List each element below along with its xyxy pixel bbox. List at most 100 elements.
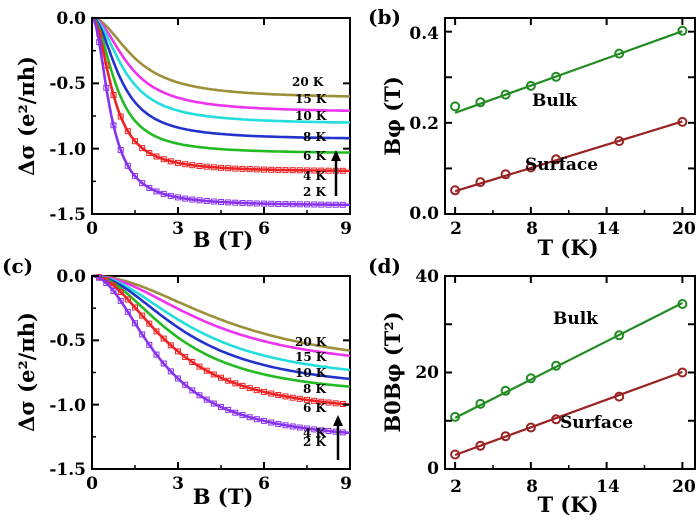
b-plot-point-surface <box>450 185 461 196</box>
c-curves-marker-4-k <box>225 377 232 384</box>
c-curves-marker-4-k <box>261 388 267 395</box>
b-plot-point-bulk <box>614 48 625 59</box>
c-curves-marker-4-k <box>146 320 153 327</box>
c-curves-marker-4-k <box>182 354 189 360</box>
a-curves-marker-4-k <box>296 167 303 174</box>
a-curves-marker-2-k <box>117 147 124 153</box>
panel-a-ylabel: Δσ (e²/πh) <box>14 56 39 176</box>
c-curves-marker-4-k <box>139 312 146 319</box>
a-curves-marker-4-k <box>232 165 239 172</box>
a-curves-marker-2-k <box>296 201 303 208</box>
c-curves-marker-2-k <box>167 368 174 375</box>
a-curves-marker-2-k <box>146 184 153 191</box>
b-plot-point-bulk <box>551 71 562 82</box>
d-plot-point-surface <box>500 431 511 442</box>
panel-b-label: (b) <box>368 5 401 29</box>
a-curves-marker-2-k <box>160 190 167 197</box>
a-curves-marker-2-k <box>239 200 246 206</box>
c-curves-marker-2-k <box>189 387 196 394</box>
c-curves-marker-2-k <box>296 424 303 431</box>
a-curves-marker-2-k <box>110 122 117 129</box>
b-plot-point-surface <box>677 116 688 127</box>
panel-c: (c) 0.0 -0.5 -1.0 -1.5 0 3 6 9 B (T) Δσ … <box>2 254 352 509</box>
a-curves-marker-4-k <box>203 163 210 170</box>
a-curves-marker-2-k <box>124 162 131 169</box>
panel-c-ylabel: Δσ (e²/πh) <box>14 312 39 432</box>
c-curves-marker-4-k <box>282 393 289 400</box>
panel-d-plot <box>450 299 688 460</box>
b-plot-point-bulk <box>450 101 461 112</box>
d-plot-point-surface <box>551 414 562 425</box>
d-plot-point-surface <box>614 391 625 402</box>
panel-a-xtick-0: 0 <box>86 219 98 239</box>
a-curves-marker-4-k <box>167 158 174 165</box>
a-curves-marker-4-k <box>318 167 325 174</box>
panel-a-label-6K: 6 K <box>303 149 327 163</box>
c-curves-line-2-k <box>91 274 351 435</box>
c-curves-marker-2-k <box>318 427 325 434</box>
panel-a-label-4K: 4 K <box>303 169 327 183</box>
c-curves-marker-2-k <box>239 412 246 419</box>
a-curves-marker-4-k <box>339 167 346 174</box>
b-plot-point-bulk <box>500 89 511 100</box>
d-plot-point-bulk <box>551 360 562 371</box>
panel-d: (d) 40 20 0 2 8 14 20 T (K) B0Bφ (T²) Bu… <box>368 254 696 517</box>
c-curves-line-15-k <box>92 274 351 358</box>
panel-b: (b) 0.4 0.2 0.0 2 8 14 20 T (K) Bφ (T) B… <box>368 5 696 260</box>
panel-a: 0.0 -0.5 -1.0 -1.5 0 3 6 9 B (T) Δσ (e²/… <box>14 9 352 252</box>
c-curves-marker-4-k <box>318 398 325 405</box>
c-curves-marker-2-k <box>325 428 332 434</box>
panel-c-curves <box>91 274 351 436</box>
a-curves-line-6-k <box>91 16 350 154</box>
b-plot-point-surface <box>551 154 562 165</box>
c-curves-marker-2-k <box>153 351 160 358</box>
a-curves-marker-2-k <box>282 201 289 208</box>
a-curves-marker-4-k <box>146 150 153 156</box>
panel-a-ytick-3: -1.5 <box>49 205 86 225</box>
a-curves-marker-2-k <box>189 196 196 203</box>
c-curves-marker-4-k <box>189 359 196 365</box>
c-curves-marker-2-k <box>203 396 210 403</box>
b-plot-fit-bulk <box>454 30 683 114</box>
d-plot-point-bulk <box>614 330 625 341</box>
a-curves-line-4-k <box>91 16 350 173</box>
c-curves-line-20-k <box>92 274 351 352</box>
c-curves-marker-2-k <box>132 320 138 327</box>
b-plot-point-surface <box>614 136 625 147</box>
a-curves-marker-4-k <box>139 145 146 152</box>
a-curves-line-15-k <box>91 16 351 113</box>
c-curves-line-10-k <box>92 274 351 372</box>
panel-c-xtick-3: 9 <box>340 474 352 494</box>
a-curves-marker-4-k <box>160 156 167 163</box>
panel-c-xlabel: B (T) <box>193 484 254 509</box>
panel-a-ytick-1: -0.5 <box>49 74 86 94</box>
panel-a-curves <box>91 16 351 208</box>
panel-c-ticks <box>91 275 351 470</box>
panel-d-surface-label: Surface <box>560 413 633 433</box>
panel-d-xtick-3: 20 <box>672 477 696 497</box>
d-plot-point-bulk <box>450 411 461 422</box>
d-plot-point-surface <box>475 440 486 451</box>
d-plot-point-surface <box>450 449 461 460</box>
d-plot-point-surface <box>677 367 688 378</box>
panel-b-plot <box>450 25 688 196</box>
c-curves-marker-2-k <box>175 375 181 382</box>
a-curves-marker-4-k <box>225 165 232 172</box>
panel-c-label-15K: 15 K <box>295 350 327 364</box>
a-curves-marker-2-k <box>332 201 339 208</box>
c-curves-marker-2-k <box>103 280 110 286</box>
a-curves-marker-4-k <box>304 167 310 174</box>
panel-c-ytick-2: -1.0 <box>49 396 86 416</box>
a-curves-marker-4-k <box>268 166 275 173</box>
c-curves-marker-4-k <box>311 397 318 404</box>
c-curves-marker-4-k <box>196 363 203 370</box>
c-curves-marker-2-k <box>139 331 146 338</box>
panel-d-frame <box>444 275 696 470</box>
panel-b-frame <box>444 17 696 215</box>
panel-c-ytick-3: -1.5 <box>49 460 86 480</box>
panel-b-ylabel: Bφ (T) <box>380 76 405 156</box>
panel-a-xtick-2: 6 <box>258 219 270 239</box>
c-curves-line-6-k <box>91 274 351 388</box>
a-curves-marker-4-k <box>210 164 217 171</box>
c-curves-marker-4-k <box>117 289 124 295</box>
